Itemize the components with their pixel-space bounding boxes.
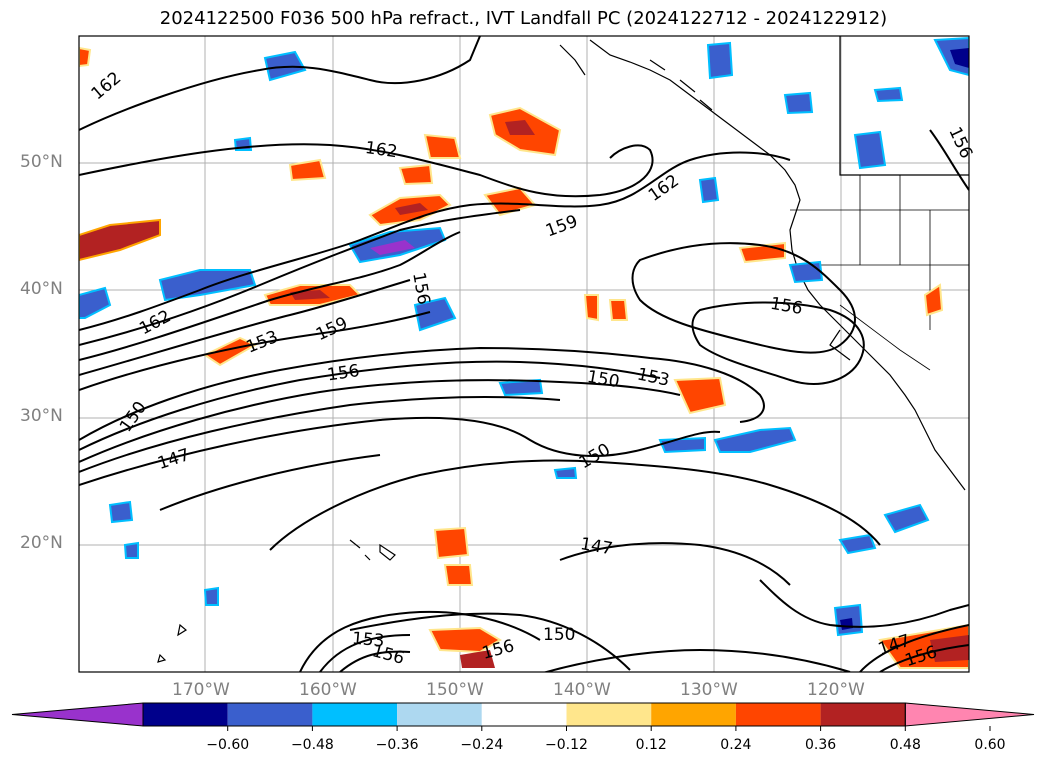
colorbar-extend-max <box>904 702 1035 727</box>
colorbar-swatch <box>143 703 228 726</box>
colorbar-swatch <box>397 703 482 726</box>
colorbar-tick-label: −0.12 <box>545 737 588 753</box>
contour-lines <box>79 36 969 672</box>
lat-label-20n: 20°N <box>20 533 63 553</box>
colorbar-tick-label: 0.48 <box>889 737 921 753</box>
colorbar-frame <box>142 702 906 727</box>
colorbar-extend-min <box>11 702 144 727</box>
lon-label-150w: 150°W <box>426 680 484 700</box>
shaded-fields <box>79 36 969 669</box>
colorbar-tick-label: 0.36 <box>805 737 837 753</box>
colorbar-swatch <box>566 703 652 726</box>
lat-label-30n: 30°N <box>20 406 63 426</box>
colorbar-tick-label: −0.36 <box>375 737 419 753</box>
colorbar-swatch <box>820 703 906 726</box>
colorbar-tick-label: −0.48 <box>290 737 334 753</box>
colorbar-swatch <box>227 703 313 726</box>
colorbar-swatch <box>651 703 736 726</box>
colorbar-tick-label: 0.24 <box>720 737 752 753</box>
colorbar-tick-label: 0.60 <box>974 737 1006 753</box>
coastlines <box>157 36 969 663</box>
colorbar-tick-label: −0.24 <box>460 737 504 753</box>
contour-label: 156 <box>326 361 361 385</box>
colorbar-swatch <box>735 703 821 726</box>
colorbar <box>11 702 1035 731</box>
lon-label-130w: 130°W <box>680 680 738 700</box>
colorbar-swatch <box>481 703 567 726</box>
colorbar-swatch <box>312 703 398 726</box>
lat-label-50n: 50°N <box>20 152 63 172</box>
lon-label-170w: 170°W <box>172 680 230 700</box>
gridlines <box>79 36 969 672</box>
contour-label: 162 <box>364 138 399 162</box>
lon-label-120w: 120°W <box>807 680 865 700</box>
colorbar-tick-label: 0.12 <box>635 737 667 753</box>
lat-label-40n: 40°N <box>20 279 63 299</box>
colorbar-tick-label: −0.60 <box>206 737 250 753</box>
map-frame <box>78 35 970 673</box>
lon-label-140w: 140°W <box>553 680 611 700</box>
contour-label: 150 <box>543 625 575 645</box>
lon-label-160w: 160°W <box>299 680 357 700</box>
contour-label: 153 <box>351 629 385 652</box>
map-title: 2024122500 F036 500 hPa refract., IVT La… <box>159 8 888 29</box>
